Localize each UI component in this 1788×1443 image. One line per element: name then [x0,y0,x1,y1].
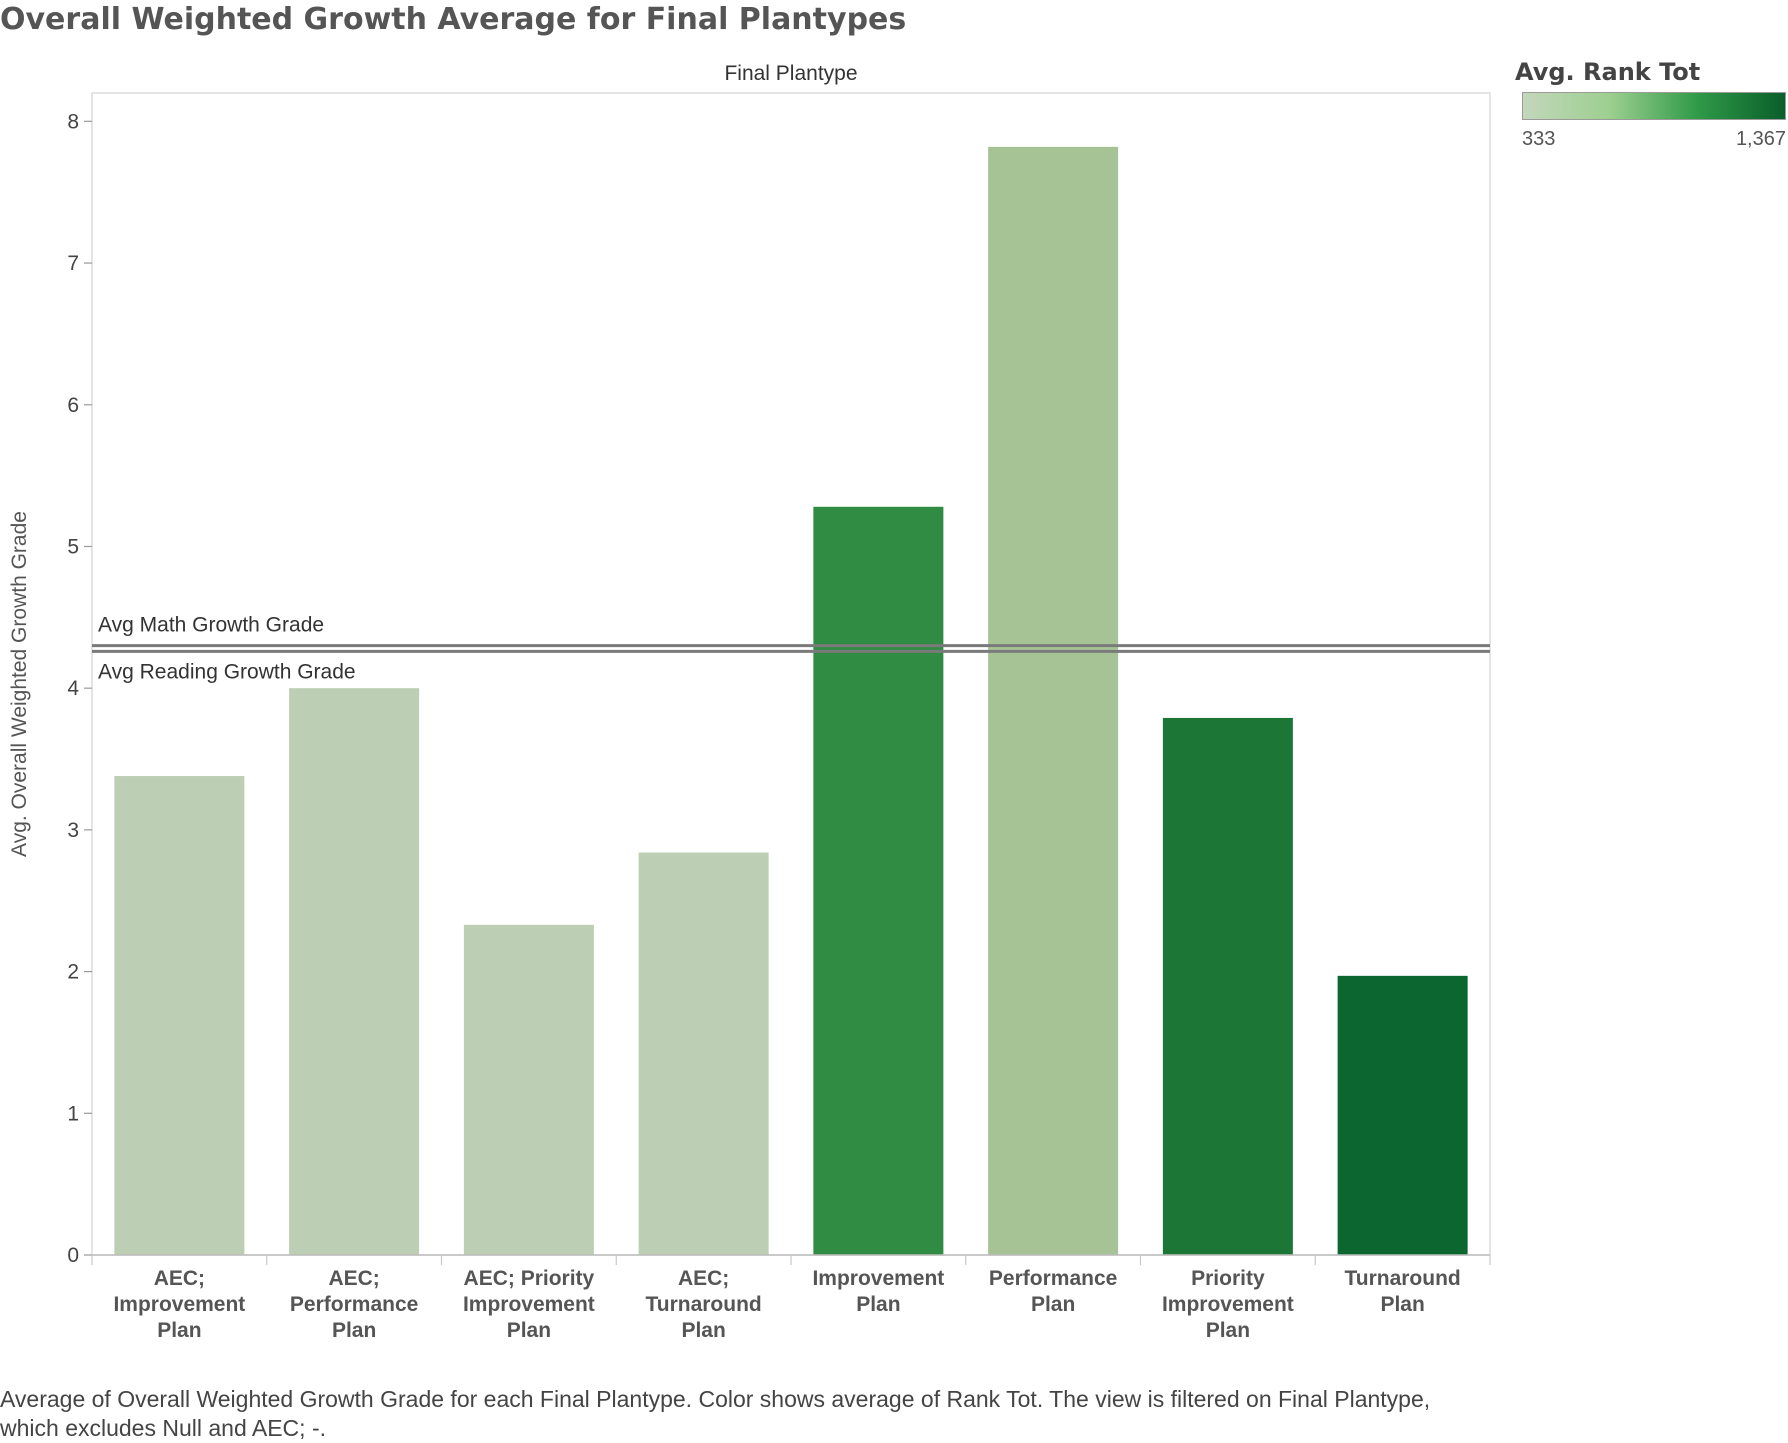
category-label: AEC; Priority [464,1267,595,1290]
bar[interactable] [463,924,594,1255]
legend-title: Avg. Rank Tot [1515,58,1701,86]
bar[interactable] [1337,975,1468,1255]
category-label: Improvement [113,1293,245,1316]
category-label: Improvement [463,1293,595,1316]
y-tick-label: 2 [67,961,79,984]
category-label: Plan [507,1319,551,1342]
y-tick-label: 6 [67,394,79,417]
chart-caption: Average of Overall Weighted Growth Grade… [0,1386,1431,1441]
page-title: Overall Weighted Growth Average for Fina… [0,2,907,37]
category-label: Turnaround [645,1293,761,1316]
category-label: Plan [856,1293,900,1316]
bar[interactable] [988,146,1119,1256]
category-label: Plan [681,1319,725,1342]
y-tick-label: 0 [67,1244,79,1267]
category-label: AEC; [154,1267,205,1290]
category-label: Improvement [1162,1293,1294,1316]
y-tick-label: 3 [67,819,79,842]
category-label: AEC; [328,1267,379,1290]
bar[interactable] [114,776,245,1255]
bar[interactable] [638,852,769,1255]
bar[interactable] [1162,717,1293,1255]
color-legend-ramp[interactable] [1522,92,1786,120]
y-tick-label: 1 [67,1102,79,1125]
category-label: Plan [1031,1293,1075,1316]
category-label: Plan [332,1319,376,1342]
category-label: Plan [157,1319,201,1342]
category-label: Performance [989,1267,1117,1290]
y-tick-label: 4 [67,677,79,700]
category-label: Performance [290,1293,418,1316]
reference-line-label-reading: Avg Reading Growth Grade [98,660,356,683]
column-header: Final Plantype [724,62,857,85]
bar[interactable] [813,506,944,1255]
category-label: Plan [1380,1293,1424,1316]
category-label: AEC; [678,1267,729,1290]
y-tick-label: 5 [67,535,79,558]
reference-line-label-math: Avg Math Growth Grade [98,614,324,637]
category-label: Turnaround [1344,1267,1460,1290]
category-label: Priority [1191,1267,1265,1290]
y-axis-label: Avg. Overall Weighted Growth Grade [8,511,31,857]
category-label: Improvement [812,1267,944,1290]
y-tick-label: 8 [67,110,79,133]
y-tick-label: 7 [67,252,79,275]
legend-min-label: 333 [1522,128,1556,150]
bar[interactable] [289,688,420,1255]
bar-chart: Final Plantype Avg. Overall Weighted Grow… [8,62,1491,1342]
legend-max-label: 1,367 [1735,128,1786,150]
category-label: Plan [1206,1319,1250,1342]
